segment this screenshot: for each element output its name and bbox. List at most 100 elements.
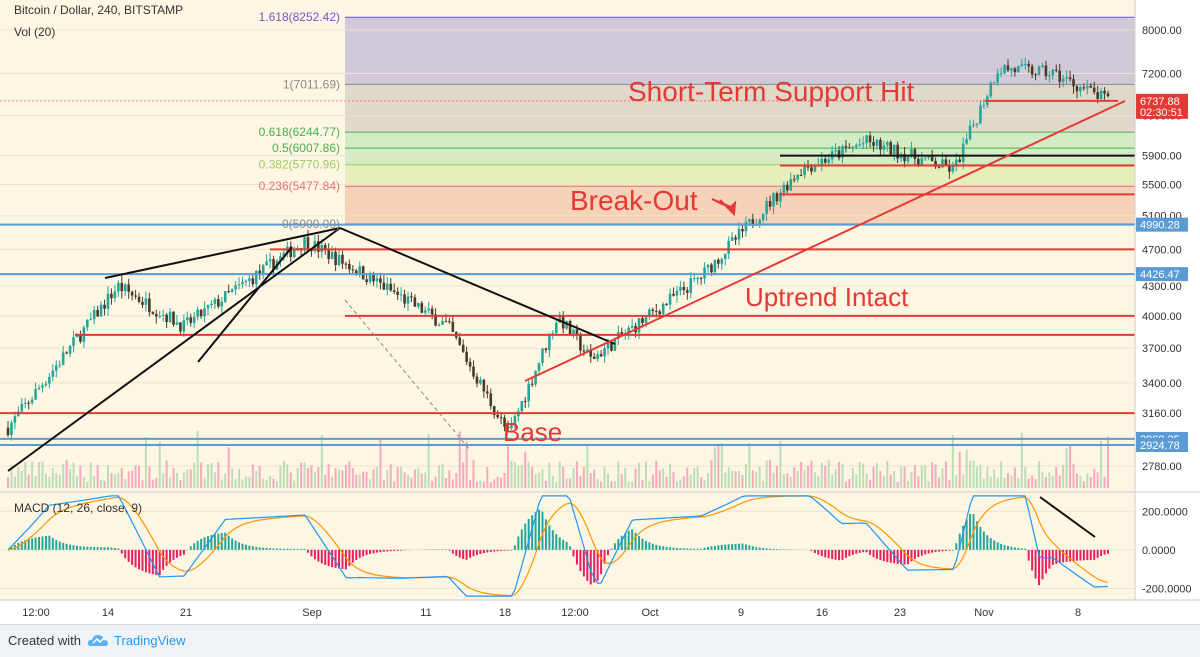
volume-bar: [1021, 433, 1023, 488]
macd-histogram-bar: [107, 547, 109, 549]
macd-histogram-bar: [514, 545, 516, 550]
macd-histogram-bar: [476, 550, 478, 555]
candle-body: [1072, 79, 1075, 86]
candle-body: [1079, 87, 1082, 91]
candle-body: [141, 302, 144, 305]
candle-body: [662, 304, 665, 314]
tradingview-brand-link[interactable]: TradingView: [114, 633, 186, 648]
candle-body: [379, 278, 382, 282]
macd-histogram-bar: [228, 536, 230, 550]
candle-body: [914, 149, 917, 159]
fib-level-label: 1.618(8252.42): [259, 10, 340, 24]
macd-histogram-bar: [266, 548, 268, 550]
candle-body: [727, 241, 730, 254]
macd-histogram-bar: [231, 538, 233, 549]
macd-histogram-bar: [897, 550, 899, 564]
macd-histogram-bar: [79, 546, 81, 550]
macd-histogram-bar: [21, 541, 23, 549]
macd-histogram-bar: [376, 550, 378, 553]
candle-body: [862, 143, 865, 144]
candle-body: [1007, 65, 1010, 70]
macd-tick-label: 0.0000: [1142, 545, 1176, 557]
volume-bar: [135, 465, 137, 488]
fib-level-label: 0.236(5477.84): [259, 179, 340, 193]
macd-histogram-bar: [200, 539, 202, 550]
candle-body: [672, 294, 675, 296]
candle-body: [769, 201, 772, 207]
candle-body: [1086, 86, 1089, 89]
volume-bar: [248, 477, 250, 488]
macd-histogram-bar: [1000, 544, 1002, 550]
macd-histogram-bar: [1035, 550, 1037, 579]
volume-bar: [397, 467, 399, 488]
macd-histogram-bar: [876, 550, 878, 559]
macd-histogram-bar: [383, 550, 385, 552]
macd-histogram-bar: [714, 546, 716, 550]
candle-body: [172, 312, 175, 325]
candle-body: [886, 142, 889, 145]
volume-bar: [117, 473, 119, 488]
candle-body: [762, 214, 765, 220]
macd-histogram-bar: [110, 548, 112, 550]
volume-bar: [610, 481, 612, 488]
volume-bar: [238, 469, 240, 488]
macd-histogram-bar: [379, 550, 381, 552]
volume-bar: [721, 443, 723, 488]
macd-histogram-bar: [273, 548, 275, 549]
volume-bar: [500, 478, 502, 488]
macd-label: MACD (12, 26, close, 9): [14, 501, 142, 515]
candle-body: [341, 255, 344, 264]
volume-bar: [69, 469, 71, 488]
macd-histogram-bar: [614, 543, 616, 550]
volume-bar: [1073, 464, 1075, 488]
volume-bar: [638, 463, 640, 488]
candle-body: [820, 159, 823, 165]
macd-histogram-bar: [45, 536, 47, 550]
volume-bar: [976, 467, 978, 488]
volume-bar: [1007, 473, 1009, 488]
candle-body: [476, 377, 479, 384]
macd-histogram-bar: [686, 548, 688, 549]
macd-histogram-bar: [673, 548, 675, 550]
volume-bar: [183, 472, 185, 488]
volume-bar: [107, 465, 109, 488]
macd-histogram-bar: [838, 550, 840, 560]
volume-bar: [497, 477, 499, 488]
price-tick-label: 3700.00: [1142, 343, 1182, 355]
volume-bar: [862, 463, 864, 488]
volume-bar: [1028, 479, 1030, 488]
volume-bar: [355, 475, 357, 488]
volume-bar: [431, 481, 433, 488]
volume-bar: [28, 475, 30, 488]
macd-histogram-bar: [731, 544, 733, 550]
volume-bar: [148, 466, 150, 488]
volume-bar: [576, 461, 578, 488]
candle-body: [931, 156, 934, 161]
volume-bar: [362, 472, 364, 488]
candle-body: [734, 237, 737, 239]
macd-histogram-bar: [390, 550, 392, 551]
volume-bar: [893, 471, 895, 488]
macd-histogram-bar: [362, 550, 364, 556]
macd-histogram-bar: [648, 542, 650, 549]
time-tick-label: Sep: [302, 607, 322, 619]
volume-bar: [879, 471, 881, 488]
macd-histogram-bar: [166, 550, 168, 566]
volume-bar: [807, 466, 809, 488]
candle-body: [48, 377, 51, 384]
candle-body: [452, 322, 455, 332]
volume-bar: [62, 464, 64, 488]
macd-histogram-bar: [355, 550, 357, 560]
volume-bar: [1035, 479, 1037, 488]
macd-histogram-bar: [735, 544, 737, 550]
candle-body: [196, 310, 199, 317]
volume-bar: [545, 481, 547, 488]
macd-histogram-bar: [1021, 548, 1023, 550]
volume-bar: [469, 480, 471, 488]
annotation-text: Break-Out: [570, 185, 698, 216]
volume-bar: [628, 482, 630, 488]
volume-bar: [866, 474, 868, 488]
candle-body: [352, 269, 355, 270]
volume-bar: [724, 473, 726, 488]
macd-histogram-bar: [59, 542, 61, 550]
